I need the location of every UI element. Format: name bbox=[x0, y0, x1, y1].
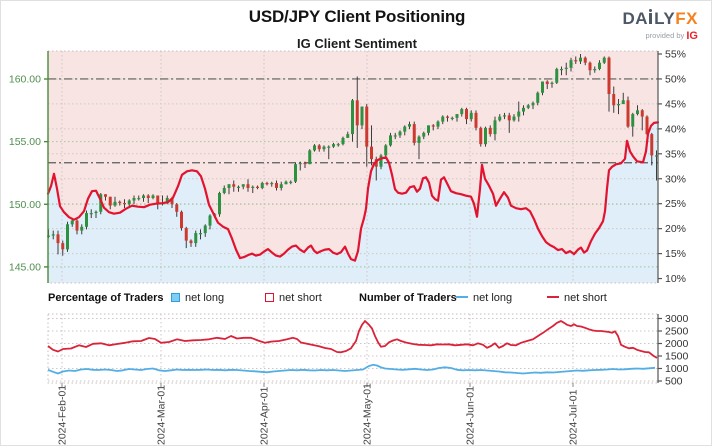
page-title: USD/JPY Client Positioning bbox=[248, 7, 466, 26]
date-axis: 2024-Feb-01 2024-Mar-01 2024-Apr-01 2024-Ma… bbox=[57, 383, 580, 445]
svg-text:35%: 35% bbox=[665, 148, 686, 160]
sentiment-line bbox=[46, 121, 660, 262]
percentage-of-traders-label: Percentage of Traders bbox=[48, 292, 164, 304]
net-long-count-line bbox=[47, 363, 656, 375]
svg-text:45%: 45% bbox=[665, 98, 686, 110]
number-of-traders-label: Number of Traders bbox=[359, 292, 457, 304]
svg-text:40%: 40% bbox=[665, 123, 686, 135]
svg-text:2024-Jun-01: 2024-Jun-01 bbox=[465, 386, 477, 445]
svg-text:20%: 20% bbox=[665, 223, 686, 235]
svg-text:30%: 30% bbox=[665, 173, 686, 185]
svg-text:25%: 25% bbox=[665, 198, 686, 210]
svg-text:55%: 55% bbox=[665, 49, 686, 61]
pct-net-short-legend: net short bbox=[265, 292, 322, 305]
svg-text:1500: 1500 bbox=[665, 351, 689, 363]
num-net-short-legend: net short bbox=[547, 292, 607, 305]
svg-text:2024-May-01: 2024-May-01 bbox=[362, 383, 374, 445]
svg-text:2024-Apr-01: 2024-Apr-01 bbox=[259, 386, 271, 445]
pct-net-long-legend: net long bbox=[171, 292, 224, 305]
svg-text:2000: 2000 bbox=[665, 338, 689, 350]
net-long-line-icon bbox=[456, 296, 468, 298]
chart-subtitle: IG Client Sentiment bbox=[297, 36, 417, 51]
net-long-fill bbox=[48, 122, 658, 283]
net-short-swatch-icon bbox=[265, 293, 274, 302]
svg-text:10%: 10% bbox=[665, 273, 686, 285]
svg-text:2024-Feb-01: 2024-Feb-01 bbox=[57, 385, 69, 445]
top-axes: 160.00 155.00 150.00 145.00 55% 50% 45% 40% 35% 3… bbox=[9, 49, 686, 286]
bottom-gridlines bbox=[47, 313, 659, 384]
dailyfx-logo: DA LYFX provided by IG bbox=[622, 8, 699, 42]
svg-text:155.00: 155.00 bbox=[9, 136, 41, 148]
svg-text:15%: 15% bbox=[665, 248, 686, 260]
svg-text:2024-Mar-01: 2024-Mar-01 bbox=[156, 385, 168, 445]
svg-text:50%: 50% bbox=[665, 73, 686, 85]
num-net-long-legend: net long bbox=[456, 292, 512, 305]
svg-text:3000: 3000 bbox=[665, 313, 689, 325]
svg-text:1000: 1000 bbox=[665, 363, 689, 375]
svg-text:150.00: 150.00 bbox=[9, 199, 41, 211]
svg-text:2024-Jul-01: 2024-Jul-01 bbox=[568, 389, 580, 445]
logo-i-glyph bbox=[649, 8, 653, 24]
ig-logo: IG bbox=[686, 29, 698, 42]
candles bbox=[47, 53, 658, 256]
provided-by: provided by IG bbox=[645, 29, 699, 42]
dailyfx-wordmark: DA LYFX bbox=[622, 8, 698, 28]
net-long-swatch-icon bbox=[171, 293, 180, 302]
svg-text:145.00: 145.00 bbox=[9, 261, 41, 273]
net-short-line-icon bbox=[547, 296, 559, 298]
net-short-count-line bbox=[47, 320, 658, 359]
svg-text:500: 500 bbox=[665, 376, 683, 388]
svg-text:160.00: 160.00 bbox=[9, 74, 41, 86]
svg-text:2500: 2500 bbox=[665, 326, 689, 338]
